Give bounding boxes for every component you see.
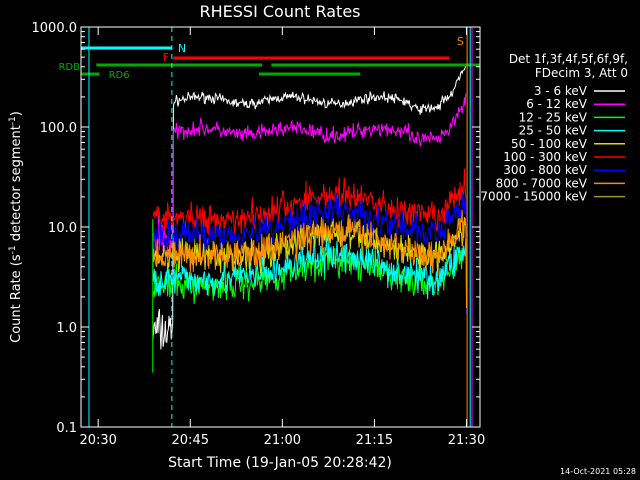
legend-title-2: FDecim 3, Att 0 <box>535 66 628 80</box>
legend-label: 25 - 50 keV <box>519 124 588 138</box>
series-line <box>152 93 467 257</box>
series-line <box>152 65 467 350</box>
flag-label: RD6 <box>109 70 130 81</box>
x-axis-label: Start Time (19-Jan-05 20:28:42) <box>168 455 392 471</box>
x-tick-label: 21:00 <box>264 433 301 448</box>
legend-label: 50 - 100 keV <box>511 137 588 151</box>
series-line <box>152 209 467 309</box>
series-line <box>152 233 467 300</box>
y-tick-label: 0.1 <box>56 421 77 436</box>
x-axis: 20:30 20:45 21:00 21:15 21:30 <box>79 27 485 448</box>
plot-series <box>152 65 467 373</box>
flag-label: N <box>178 42 186 55</box>
series-line <box>152 168 467 305</box>
legend-label: 12 - 25 keV <box>519 110 588 124</box>
flag-label: S <box>457 35 464 48</box>
flag-label: RDB <box>58 62 80 73</box>
legend-title-1: Det 1f,3f,4f,5f,6f,9f, <box>509 52 628 66</box>
x-tick-label: 20:45 <box>172 433 209 448</box>
flag-bars: NF S RDB RD6 <box>58 35 480 81</box>
timestamp: 14-Oct-2021 05:28 <box>560 467 636 476</box>
legend-label: 800 - 7000 keV <box>496 176 588 190</box>
flag-label: F <box>163 51 169 64</box>
legend-label: 3 - 6 keV <box>534 84 588 98</box>
y-tick-label: 10.0 <box>48 221 77 236</box>
y-tick-label: 1.0 <box>56 321 77 336</box>
x-tick-label: 20:30 <box>79 433 116 448</box>
legend-label: 300 - 800 keV <box>503 163 587 177</box>
legend-label: 100 - 300 keV <box>503 150 587 164</box>
y-axis: 0.1 1.0 10.0 100.0 1000.0 <box>32 21 480 436</box>
legend-label: 7000 - 15000 keV <box>480 190 587 204</box>
y-tick-label: 1000.0 <box>32 21 78 36</box>
chart-title: RHESSI Count Rates <box>200 2 361 21</box>
series-line <box>152 192 467 315</box>
y-axis-label: Count Rate (s-1 detector segment-1) <box>8 111 24 343</box>
y-tick-label: 100.0 <box>40 121 77 136</box>
legend-label: 6 - 12 keV <box>526 97 588 111</box>
x-tick-label: 21:15 <box>356 433 393 448</box>
x-tick-label: 21:30 <box>448 433 485 448</box>
